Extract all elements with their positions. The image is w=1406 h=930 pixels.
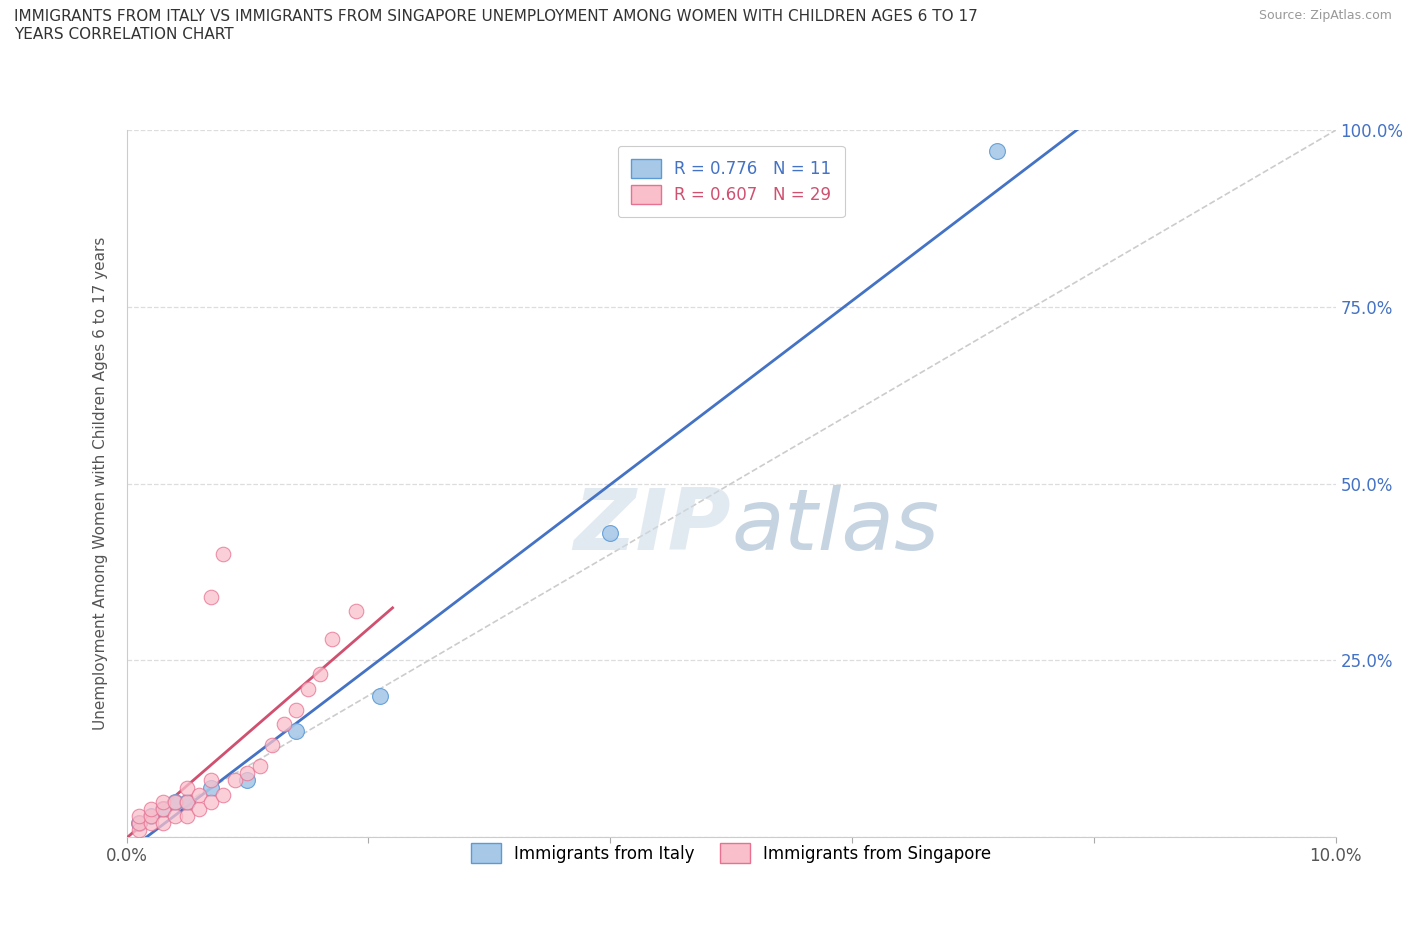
Text: ZIP: ZIP	[574, 485, 731, 567]
Point	[176, 808, 198, 823]
Point	[297, 681, 319, 696]
Point	[139, 808, 162, 823]
Point	[599, 525, 621, 540]
Point	[370, 688, 392, 703]
Point	[163, 794, 186, 809]
Point	[200, 773, 222, 788]
Point	[163, 808, 186, 823]
Point	[128, 816, 150, 830]
Point	[152, 794, 174, 809]
Point	[200, 780, 222, 795]
Point	[139, 808, 162, 823]
Point	[236, 773, 259, 788]
Point	[152, 816, 174, 830]
Point	[176, 780, 198, 795]
Point	[128, 808, 150, 823]
Point	[176, 794, 198, 809]
Legend: Immigrants from Italy, Immigrants from Singapore: Immigrants from Italy, Immigrants from S…	[463, 835, 1000, 871]
Point	[176, 794, 198, 809]
Point	[163, 794, 186, 809]
Point	[128, 822, 150, 837]
Point	[321, 631, 343, 646]
Text: Source: ZipAtlas.com: Source: ZipAtlas.com	[1258, 9, 1392, 22]
Point	[139, 816, 162, 830]
Point	[200, 794, 222, 809]
Text: atlas: atlas	[731, 485, 939, 567]
Point	[284, 724, 307, 738]
Point	[236, 766, 259, 781]
Point	[212, 787, 235, 802]
Point	[986, 144, 1008, 159]
Point	[224, 773, 246, 788]
Point	[152, 802, 174, 817]
Point	[249, 759, 271, 774]
Point	[273, 716, 295, 731]
Point	[128, 816, 150, 830]
Point	[212, 547, 235, 562]
Point	[284, 702, 307, 717]
Point	[188, 802, 211, 817]
Point	[200, 590, 222, 604]
Point	[188, 787, 211, 802]
Point	[260, 737, 283, 752]
Point	[344, 604, 367, 618]
Point	[152, 802, 174, 817]
Y-axis label: Unemployment Among Women with Children Ages 6 to 17 years: Unemployment Among Women with Children A…	[93, 237, 108, 730]
Point	[139, 802, 162, 817]
Point	[309, 667, 332, 682]
Text: IMMIGRANTS FROM ITALY VS IMMIGRANTS FROM SINGAPORE UNEMPLOYMENT AMONG WOMEN WITH: IMMIGRANTS FROM ITALY VS IMMIGRANTS FROM…	[14, 9, 977, 42]
